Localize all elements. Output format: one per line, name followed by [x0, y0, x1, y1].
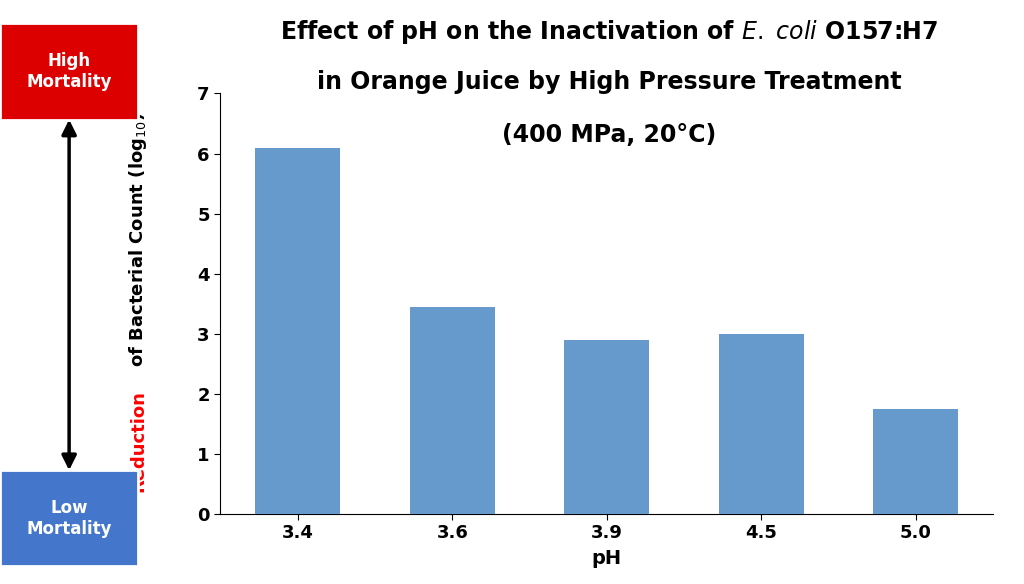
Text: (400 MPa, 20°C): (400 MPa, 20°C) [502, 123, 717, 147]
Bar [719, 333, 804, 514]
Bar [255, 148, 340, 514]
Bar [410, 307, 495, 514]
Bar [564, 340, 649, 514]
Text: in Orange Juice by High Pressure Treatment: in Orange Juice by High Pressure Treatme… [317, 70, 901, 94]
Text: of Bacterial Count (log$_{10}$): of Bacterial Count (log$_{10}$) [127, 112, 150, 373]
Text: Reduction of Bacterial Count (log$_{10}$): Reduction of Bacterial Count (log$_{10}$… [127, 110, 150, 474]
Text: Effect of pH on the Inactivation of $\mathit{E.\ coli}$ O157:H7: Effect of pH on the Inactivation of $\ma… [281, 18, 938, 46]
X-axis label: pH: pH [592, 550, 622, 568]
Text: High
Mortality: High Mortality [27, 52, 112, 91]
Text: Low
Mortality: Low Mortality [27, 499, 112, 538]
Text: Reduction: Reduction [129, 390, 147, 492]
Bar [873, 409, 958, 514]
